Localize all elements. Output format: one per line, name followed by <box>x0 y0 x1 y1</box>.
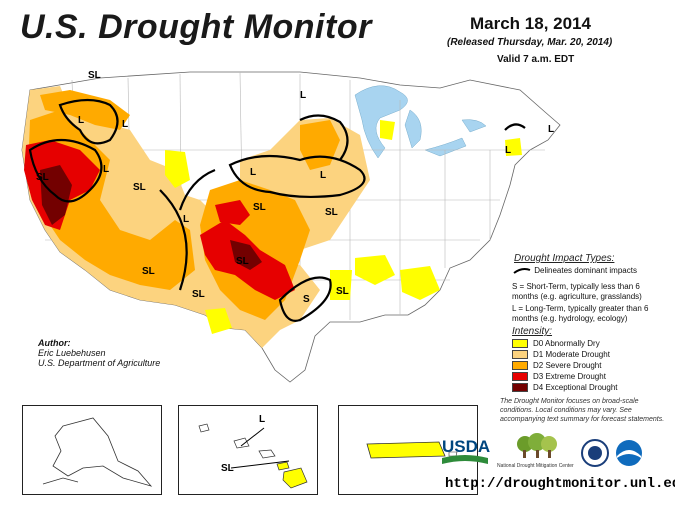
ndmc-logo-text: National Drought Mitigation Center <box>497 463 574 469</box>
d4-label: D4 Exceptional Drought <box>533 382 618 392</box>
alaska-inset <box>22 405 162 495</box>
site-url[interactable]: http://droughtmonitor.unl.edu/ <box>445 476 675 492</box>
d0-patch-5 <box>330 270 352 300</box>
d1-label: D1 Moderate Drought <box>533 349 610 359</box>
page-title: U.S. Drought Monitor <box>20 8 372 46</box>
d1-swatch <box>512 349 528 359</box>
impact-lines <box>28 98 526 322</box>
hawaii-inset: L SL <box>178 405 318 495</box>
ndmc-logo: National Drought Mitigation Center <box>495 430 575 470</box>
map-label-hi-l: L <box>259 414 265 425</box>
map-label: L <box>250 167 256 178</box>
legend-item-d1: D1 Moderate Drought <box>512 349 610 359</box>
d2-north <box>40 90 130 130</box>
d4-swatch <box>512 382 528 392</box>
legend-item-d3: D3 Extreme Drought <box>512 371 606 381</box>
map-label-hi-sl: SL <box>221 463 234 474</box>
map-label: L <box>505 145 511 156</box>
map-label: L <box>300 90 306 101</box>
impact-labels: SL L SL L L SL L SL SL L SL SL S SL L L … <box>36 70 554 305</box>
usda-logo-text: USDA <box>442 437 490 456</box>
map-label: SL <box>336 286 349 297</box>
usda-logo-graphic: USDA <box>442 437 490 464</box>
map-label: L <box>103 164 109 175</box>
map-label: L <box>320 170 326 181</box>
d3-kansas <box>215 200 250 225</box>
map-label: S <box>303 294 310 305</box>
great-lakes <box>354 85 487 159</box>
valid-time: Valid 7 a.m. EDT <box>497 54 575 65</box>
puerto-rico-inset <box>338 405 478 495</box>
legend-item-d0: D0 Abnormally Dry <box>512 338 600 348</box>
map-label: SL <box>142 266 155 277</box>
alaska-map <box>42 417 153 487</box>
hawaii-map: L SL <box>198 414 308 489</box>
impact-l-legend: L = Long-Term, typically greater than 6 … <box>512 304 649 323</box>
disclaimer-note: The Drought Monitor focuses on broad-sca… <box>500 398 665 423</box>
map-label: L <box>548 124 554 135</box>
d2-label: D2 Severe Drought <box>533 360 602 370</box>
impact-line-legend: Delineates dominant impacts <box>512 266 667 275</box>
d2-swatch <box>512 360 528 370</box>
d0-patch-7 <box>380 120 395 140</box>
author-label: Author: <box>38 338 71 348</box>
map-label: SL <box>236 256 249 267</box>
d4-panhandle <box>230 240 262 270</box>
map-label: SL <box>88 70 101 81</box>
author-org: U.S. Department of Agriculture <box>38 358 161 368</box>
d0-patch-1 <box>165 150 190 188</box>
map-label: SL <box>133 182 146 193</box>
d0-swatch <box>512 338 528 348</box>
map-label: SL <box>36 172 49 183</box>
d0-label: D0 Abnormally Dry <box>533 338 600 348</box>
puerto-rico-map <box>366 441 458 459</box>
map-label: L <box>183 214 189 225</box>
release-date: (Released Thursday, Mar. 20, 2014) <box>447 37 613 48</box>
d0-patch-2 <box>355 255 395 285</box>
legend-item-d2: D2 Severe Drought <box>512 360 601 370</box>
d3-swatch <box>512 371 528 381</box>
d3-label: D3 Extreme Drought <box>533 371 606 381</box>
d0-patch-3 <box>400 266 440 300</box>
map-label: SL <box>192 289 205 300</box>
ndmc-logo-graphic: National Drought Mitigation Center <box>497 433 574 469</box>
map-date: March 18, 2014 <box>470 14 591 33</box>
map-label: L <box>122 119 128 130</box>
map-label: L <box>78 115 84 126</box>
impact-line-label: Delineates dominant impacts <box>534 266 637 275</box>
intensity-title: Intensity: <box>512 326 553 337</box>
impact-types-title: Drought Impact Types: <box>514 253 615 264</box>
d0-patch-6 <box>505 138 522 156</box>
map-label: SL <box>253 202 266 213</box>
impact-s-legend: S = Short-Term, typically less than 6 mo… <box>512 282 642 301</box>
noaa-logo-icon <box>614 438 644 468</box>
impact-line-icon <box>513 267 531 274</box>
usda-logo: USDA <box>440 432 490 466</box>
map-label: SL <box>325 207 338 218</box>
author-name: Eric Luebehusen <box>38 348 106 358</box>
d0-patch-4 <box>205 308 232 334</box>
doc-seal-icon <box>580 438 610 468</box>
legend-item-d4: D4 Exceptional Drought <box>512 382 618 392</box>
